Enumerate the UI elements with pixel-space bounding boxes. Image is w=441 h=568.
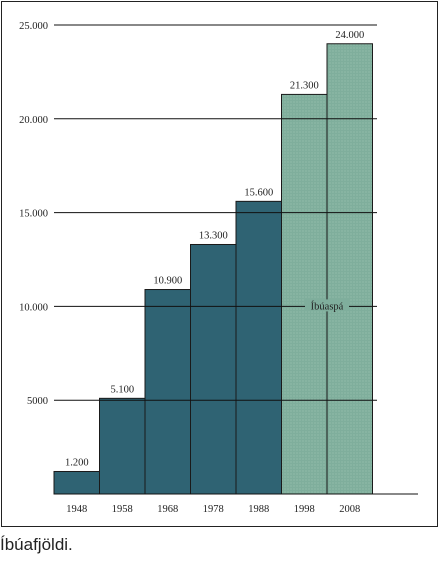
y-tick-label-10000: 10.000 [19,302,48,313]
value-label-2008: 24.000 [335,30,364,41]
chart-frame: 5000 10.000 15.000 20.000 25.000 1.200 5.100 10… [1,1,438,527]
x-tick-label-1998: 1998 [294,504,315,515]
x-tick-label-1948: 1948 [66,504,87,515]
bar-1968 [144,289,191,495]
bar-1978 [190,243,237,495]
value-label-1998: 21.300 [290,80,319,91]
value-label-1948: 1.200 [65,457,89,468]
y-tick-label-25000: 25.000 [19,21,48,32]
bar-chart: 5000 10.000 15.000 20.000 25.000 1.200 5.100 10… [19,21,418,515]
value-label-1968: 10.900 [153,276,182,287]
bar-2008 [326,43,373,495]
bar-1988 [235,200,282,495]
value-label-1958: 5.100 [110,384,134,395]
x-tick-label-1958: 1958 [112,504,133,515]
annotation-background [305,299,349,312]
x-tick-label-1968: 1968 [157,504,178,515]
bar-1948 [53,470,100,495]
y-tick-label-5000: 5000 [27,396,48,407]
projection-annotation: Íbúaspá [311,300,344,312]
bar-1958 [99,397,146,495]
y-tick-label-15000: 15.000 [19,209,48,220]
x-tick-label-1978: 1978 [203,504,224,515]
bar-1998 [281,93,328,495]
x-tick-label-1988: 1988 [248,504,269,515]
value-label-1988: 15.600 [244,187,273,198]
y-tick-label-20000: 20.000 [19,115,48,126]
chart-caption: Íbúafjöldi. [0,535,73,554]
x-tick-label-2008: 2008 [339,504,360,515]
value-label-1978: 13.300 [199,230,228,241]
